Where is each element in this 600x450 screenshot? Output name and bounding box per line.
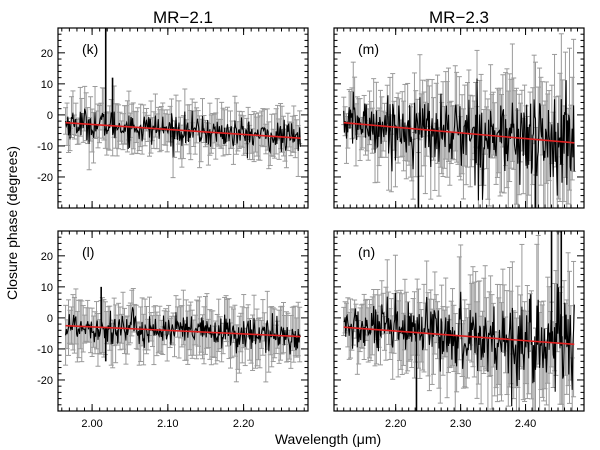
y-tick-label: 10 (41, 282, 53, 294)
column-title-right: MR−2.3 (429, 8, 489, 27)
x-tick-label: 2.20 (385, 418, 406, 430)
y-tick-label: -10 (37, 141, 53, 153)
ticks (334, 230, 585, 411)
y-tick-label: 10 (41, 79, 53, 91)
ticks (58, 230, 308, 411)
panel-label: (m) (358, 41, 379, 57)
y-axis-label: Closure phase (degrees) (4, 146, 20, 300)
panel-1: -20 -10 0 10 20 (k) (37, 27, 309, 209)
error-bars (341, 33, 577, 208)
fit-line (65, 324, 301, 338)
x-tick-label: 2.30 (450, 418, 471, 430)
axes-frame (333, 230, 585, 412)
x-tick-label: 2.00 (81, 418, 102, 430)
plot-area (63, 286, 303, 383)
fit-line (65, 121, 301, 139)
fit-line (343, 121, 575, 144)
panel-label: (l) (82, 244, 94, 260)
plot-area (341, 231, 577, 411)
panel-4: 2.20 2.30 2.40 (n) (333, 230, 585, 430)
plot-area (341, 33, 577, 208)
panel-2: (m) (333, 27, 585, 209)
y-tick-label: 0 (47, 110, 53, 122)
data-line (343, 78, 575, 201)
data-line (65, 108, 301, 159)
fit-line (343, 326, 575, 346)
y-tick-label: 0 (47, 313, 53, 325)
y-tick-label: -10 (37, 344, 53, 356)
plot-area (63, 28, 303, 179)
x-tick-label: 2.20 (233, 418, 254, 430)
y-tick-label: -20 (37, 375, 53, 387)
x-tick-label: 2.10 (157, 418, 178, 430)
ticks (334, 27, 585, 208)
y-tick-label: -20 (37, 172, 53, 184)
ticks (58, 27, 308, 208)
y-tick-label: 20 (41, 251, 53, 263)
error-bars (63, 85, 303, 179)
panel-label: (n) (358, 244, 375, 260)
y-tick-label: 20 (41, 48, 53, 60)
column-title-left: MR−2.1 (153, 8, 213, 27)
x-axis-label: Wavelength (μm) (275, 431, 381, 447)
panel-label: (k) (82, 41, 98, 57)
axes-frame (333, 27, 585, 209)
data-line (343, 283, 575, 407)
panel-3: -20 -10 0 10 20 2.00 2.10 2.20 (l) (37, 230, 309, 430)
x-tick-label: 2.40 (515, 418, 536, 430)
